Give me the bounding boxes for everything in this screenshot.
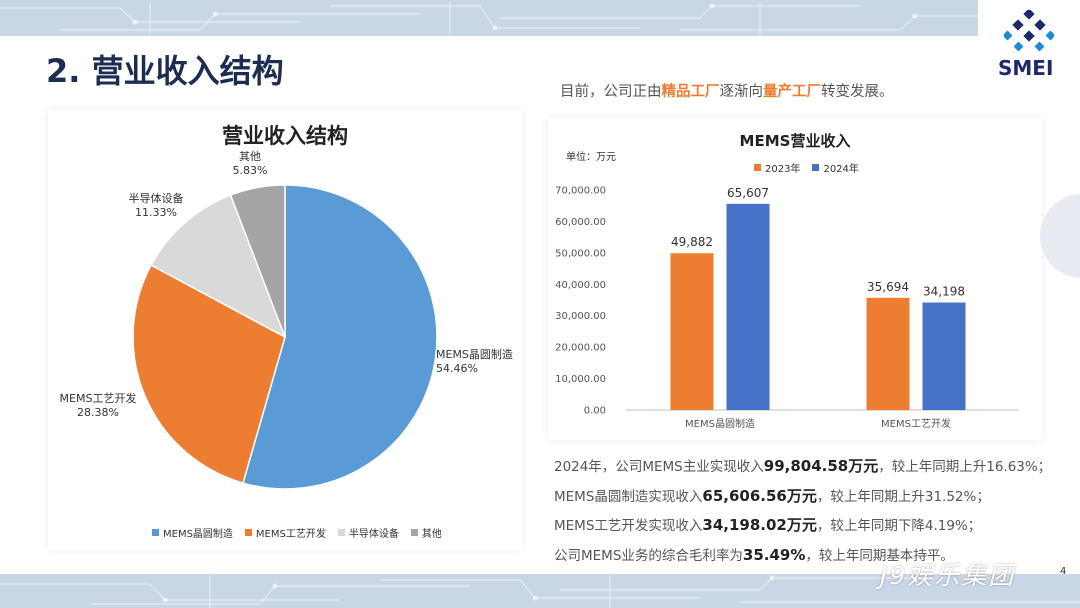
legend-label: 2023年 <box>765 164 801 175</box>
header-circuit-banner <box>0 0 1080 36</box>
note-line: 公司MEMS业务的综合毛利率为35.49%，较上年同期基本持平。 <box>554 541 1054 571</box>
footer-circuit-banner <box>0 574 1080 608</box>
page-title: 2. 营业收入结构 <box>46 52 284 90</box>
y-tick-label: 50,000.00 <box>555 248 606 259</box>
subtitle-highlight: 量产工厂 <box>763 84 821 100</box>
company-logo: SMEI <box>978 0 1080 88</box>
note-text: MEMS晶圆制造实现收入 <box>554 488 703 505</box>
subtitle-text: 转变发展。 <box>821 84 894 100</box>
subtitle: 目前，公司正由精品工厂逐渐向量产工厂转变发展。 <box>560 80 894 101</box>
pie-slice <box>150 194 287 339</box>
slice-label-name: MEMS工艺开发 <box>59 392 137 405</box>
bar-chart-title: MEMS营业收入 <box>739 132 851 150</box>
y-tick-label: 20,000.00 <box>555 343 606 354</box>
note-highlight: 34,198.02万元 <box>702 516 817 534</box>
legend-swatch <box>244 529 252 536</box>
note-text: ，较上年同期基本持平。 <box>805 547 954 564</box>
bar <box>922 302 966 410</box>
pie-legend: MEMS晶圆制造 MEMS工艺开发 半导体设备 其他 <box>152 525 442 540</box>
x-category-label: MEMS晶圆制造 <box>685 417 755 430</box>
slice-label-value: 5.83% <box>232 164 268 177</box>
page-number: 4 <box>1060 566 1067 577</box>
legend-swatch <box>754 164 761 171</box>
note-line: 2024年，公司MEMS主业实现收入99,804.58万元，较上年同期上升16.… <box>554 452 1054 482</box>
bar <box>670 253 714 410</box>
y-tick-label: 10,000.00 <box>555 374 606 385</box>
slice-label-value: 11.33% <box>135 206 177 219</box>
pie-chart-title: 营业收入结构 <box>222 124 348 148</box>
revenue-notes: 2024年，公司MEMS主业实现收入99,804.58万元，较上年同期上升16.… <box>554 452 1054 570</box>
legend-swatch <box>152 529 159 536</box>
y-tick-label: 40,000.00 <box>555 280 606 291</box>
pie-chart <box>132 184 438 490</box>
subtitle-highlight: 精品工厂 <box>661 84 720 100</box>
note-highlight: 99,804.58万元 <box>763 457 879 475</box>
note-line: MEMS晶圆制造实现收入65,606.56万元，较上年同期上升31.52%； <box>554 482 1054 512</box>
legend-label: 2024年 <box>823 164 859 175</box>
slice-label-value: 54.46% <box>436 362 478 375</box>
legend-swatch <box>337 529 345 536</box>
legend-item: 半导体设备 <box>337 525 399 540</box>
note-text: ，较上年同期上升16.63%； <box>878 459 1052 475</box>
note-line: MEMS工艺开发实现收入34,198.02万元，较上年同期下降4.19%； <box>554 511 1054 541</box>
legend-label: MEMS晶圆制造 <box>163 529 233 540</box>
legend-item: 2024年 <box>812 160 859 175</box>
slice-label-other: 其他 5.83% <box>224 150 276 178</box>
note-text: ，较上年同期下降4.19%； <box>816 518 982 534</box>
x-category-label: MEMS工艺开发 <box>881 417 951 430</box>
unit-label: 单位：万元 <box>566 152 616 163</box>
legend-item: MEMS工艺开发 <box>244 525 326 540</box>
logo-mark-icon <box>1004 10 1054 52</box>
slice-label-equipment: 半导体设备 11.33% <box>116 192 196 220</box>
note-highlight: 65,606.56万元 <box>702 486 817 505</box>
circuit-pattern <box>0 574 1080 608</box>
bar <box>726 203 770 410</box>
bar-chart: 0.00 10,000.00 20,000.00 30,000.00 40,000.00… <box>555 186 1018 430</box>
legend-swatch <box>812 164 820 171</box>
mems-revenue-bar-card: MEMS营业收入 单位：万元 2023年 2024年 0.00 10,000.00… <box>548 118 1042 440</box>
note-text: 公司MEMS业务的综合毛利率为 <box>554 547 743 564</box>
pie-slice <box>242 184 438 490</box>
note-text: MEMS工艺开发实现收入 <box>554 518 703 534</box>
watermark: J9娱乐集团 <box>880 561 1016 590</box>
note-highlight: 35.49% <box>742 545 806 564</box>
legend-item: 其他 <box>410 525 442 540</box>
bar <box>866 297 910 410</box>
legend-item: 2023年 <box>754 160 800 175</box>
logo-text: SMEI <box>998 56 1054 80</box>
slice-label-process: MEMS工艺开发 28.38% <box>52 392 144 420</box>
legend-label: 其他 <box>421 529 442 540</box>
decorative-circle <box>1040 194 1080 278</box>
slice-label-name: 半导体设备 <box>128 192 184 205</box>
slice-label-value: 28.38% <box>77 406 119 419</box>
revenue-structure-pie-card: 营业收入结构 MEMS晶圆制造 54.46% MEMS工艺开发 28.38% 半… <box>48 110 522 550</box>
pie-slice <box>229 184 286 338</box>
note-text: 2024年，公司MEMS主业实现收入 <box>554 459 764 475</box>
circuit-pattern <box>0 2 980 34</box>
y-tick-label: 30,000.00 <box>555 311 606 322</box>
legend-label: MEMS工艺开发 <box>255 529 326 540</box>
legend-swatch <box>410 529 418 536</box>
subtitle-text: 逐渐向 <box>719 84 764 100</box>
legend-item: MEMS晶圆制造 <box>152 525 233 540</box>
y-tick-label: 70,000.00 <box>555 186 606 197</box>
y-tick-label: 60,000.00 <box>555 217 606 228</box>
legend-label: 半导体设备 <box>348 529 399 540</box>
bar-legend: 2023年 2024年 <box>754 160 859 175</box>
slice-label-wafer: MEMS晶圆制造 54.46% <box>436 348 513 376</box>
bar-value-label: 35,694 <box>867 280 909 294</box>
bar-value-label: 49,882 <box>671 235 713 249</box>
y-tick-label: 0.00 <box>584 406 606 417</box>
note-text: ，较上年同期上升31.52%； <box>816 488 990 505</box>
slice-label-name: 其他 <box>239 150 261 163</box>
bar-value-label: 34,198 <box>923 285 965 299</box>
bar-value-label: 65,607 <box>727 186 769 200</box>
pie-slice <box>132 264 286 484</box>
slice-label-name: MEMS晶圆制造 <box>436 348 513 361</box>
subtitle-text: 目前，公司正由 <box>560 84 662 100</box>
